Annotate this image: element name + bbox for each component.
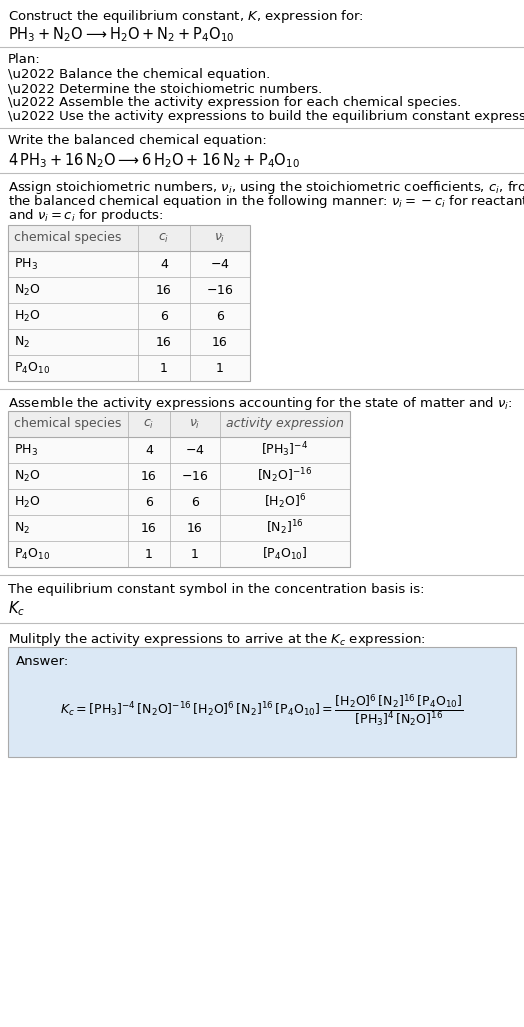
Text: $\mathrm{N_2O}$: $\mathrm{N_2O}$: [14, 282, 40, 298]
Bar: [8, 355, 250, 381]
Text: $\mathrm{P_4O_{10}}$: $\mathrm{P_4O_{10}}$: [14, 546, 50, 562]
Bar: [8, 411, 350, 438]
Text: $\mathrm{H_2O}$: $\mathrm{H_2O}$: [14, 308, 40, 324]
Text: Plan:: Plan:: [8, 53, 41, 66]
Text: Answer:: Answer:: [16, 655, 69, 668]
Text: 6: 6: [160, 309, 168, 322]
Text: Assign stoichiometric numbers, $\nu_i$, using the stoichiometric coefficients, $: Assign stoichiometric numbers, $\nu_i$, …: [8, 179, 524, 196]
Text: $c_i$: $c_i$: [158, 231, 170, 244]
Text: $K_c = [\mathrm{PH_3}]^{-4}\,[\mathrm{N_2O}]^{-16}\,[\mathrm{H_2O}]^{6}\,[\mathr: $K_c = [\mathrm{PH_3}]^{-4}\,[\mathrm{N_…: [60, 692, 464, 728]
Bar: [8, 303, 250, 329]
Text: $-16$: $-16$: [206, 283, 234, 297]
Text: chemical species: chemical species: [14, 231, 122, 244]
Text: $-16$: $-16$: [181, 469, 209, 483]
Text: $\mathrm{PH_3 + N_2O \longrightarrow H_2O + N_2 + P_4O_{10}}$: $\mathrm{PH_3 + N_2O \longrightarrow H_2…: [8, 25, 235, 44]
Bar: [8, 329, 250, 355]
Bar: [8, 647, 516, 757]
Text: $-4$: $-4$: [210, 258, 230, 270]
Bar: [8, 541, 350, 567]
Text: \u2022 Determine the stoichiometric numbers.: \u2022 Determine the stoichiometric numb…: [8, 82, 322, 96]
Text: 16: 16: [141, 469, 157, 483]
Bar: [8, 225, 250, 381]
Text: Mulitply the activity expressions to arrive at the $K_c$ expression:: Mulitply the activity expressions to arr…: [8, 631, 426, 648]
Text: chemical species: chemical species: [14, 418, 122, 430]
Text: 4: 4: [145, 444, 153, 456]
Text: $\nu_i$: $\nu_i$: [189, 417, 201, 430]
Text: Write the balanced chemical equation:: Write the balanced chemical equation:: [8, 134, 267, 147]
Text: 6: 6: [145, 495, 153, 508]
Text: $K_c$: $K_c$: [8, 599, 25, 617]
Text: $c_i$: $c_i$: [144, 417, 155, 430]
Text: and $\nu_i = c_i$ for products:: and $\nu_i = c_i$ for products:: [8, 207, 163, 224]
Text: 16: 16: [156, 283, 172, 297]
Bar: [8, 438, 350, 463]
Bar: [8, 489, 350, 515]
Text: $\mathrm{H_2O}$: $\mathrm{H_2O}$: [14, 494, 40, 509]
Text: $\mathrm{PH_3}$: $\mathrm{PH_3}$: [14, 257, 38, 271]
Text: 1: 1: [216, 362, 224, 375]
Bar: [8, 411, 350, 567]
Text: $\mathrm{N_2}$: $\mathrm{N_2}$: [14, 521, 30, 535]
Text: 16: 16: [156, 336, 172, 348]
Text: \u2022 Use the activity expressions to build the equilibrium constant expression: \u2022 Use the activity expressions to b…: [8, 110, 524, 123]
Text: $\mathrm{N_2}$: $\mathrm{N_2}$: [14, 335, 30, 349]
Text: 16: 16: [141, 522, 157, 534]
Text: 6: 6: [191, 495, 199, 508]
Text: 6: 6: [216, 309, 224, 322]
Text: $[\mathrm{H_2O}]^{6}$: $[\mathrm{H_2O}]^{6}$: [264, 493, 306, 511]
Text: $\mathrm{PH_3}$: $\mathrm{PH_3}$: [14, 443, 38, 458]
Bar: [8, 515, 350, 541]
Text: 16: 16: [212, 336, 228, 348]
Text: $[\mathrm{N_2}]^{16}$: $[\mathrm{N_2}]^{16}$: [266, 519, 304, 537]
Text: $-4$: $-4$: [185, 444, 205, 456]
Text: $[\mathrm{PH_3}]^{-4}$: $[\mathrm{PH_3}]^{-4}$: [261, 441, 309, 459]
Text: $\nu_i$: $\nu_i$: [214, 231, 226, 244]
Bar: [8, 251, 250, 277]
Text: 16: 16: [187, 522, 203, 534]
Text: Assemble the activity expressions accounting for the state of matter and $\nu_i$: Assemble the activity expressions accoun…: [8, 395, 512, 412]
Bar: [8, 225, 250, 251]
Text: 4: 4: [160, 258, 168, 270]
Text: 1: 1: [191, 547, 199, 561]
Text: $\mathrm{4\,PH_3 + 16\,N_2O \longrightarrow 6\,H_2O + 16\,N_2 + P_4O_{10}}$: $\mathrm{4\,PH_3 + 16\,N_2O \longrightar…: [8, 151, 300, 169]
Text: \u2022 Assemble the activity expression for each chemical species.: \u2022 Assemble the activity expression …: [8, 96, 461, 109]
Text: \u2022 Balance the chemical equation.: \u2022 Balance the chemical equation.: [8, 68, 270, 81]
Text: $[\mathrm{P_4O_{10}}]$: $[\mathrm{P_4O_{10}}]$: [262, 546, 308, 562]
Text: $[\mathrm{N_2O}]^{-16}$: $[\mathrm{N_2O}]^{-16}$: [257, 466, 312, 486]
Text: Construct the equilibrium constant, $K$, expression for:: Construct the equilibrium constant, $K$,…: [8, 8, 364, 25]
Text: 1: 1: [145, 547, 153, 561]
Bar: [8, 463, 350, 489]
Text: the balanced chemical equation in the following manner: $\nu_i = -c_i$ for react: the balanced chemical equation in the fo…: [8, 193, 524, 210]
Text: 1: 1: [160, 362, 168, 375]
Text: The equilibrium constant symbol in the concentration basis is:: The equilibrium constant symbol in the c…: [8, 583, 424, 596]
Text: $\mathrm{N_2O}$: $\mathrm{N_2O}$: [14, 468, 40, 484]
Text: $\mathrm{P_4O_{10}}$: $\mathrm{P_4O_{10}}$: [14, 360, 50, 376]
Bar: [8, 277, 250, 303]
Text: activity expression: activity expression: [226, 418, 344, 430]
